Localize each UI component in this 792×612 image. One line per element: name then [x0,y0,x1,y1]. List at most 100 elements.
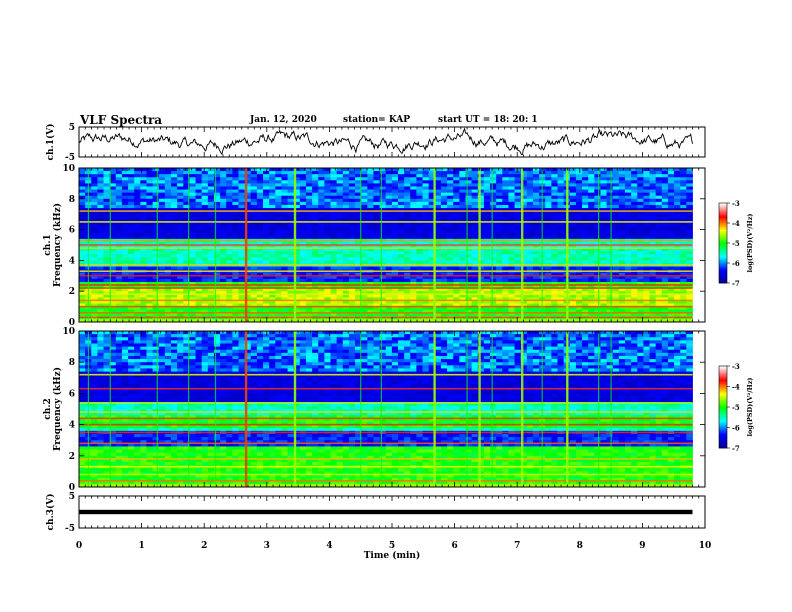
psd-cell [152,272,160,277]
psd-cell [643,195,650,200]
psd-cell [440,192,448,197]
psd-cell [97,180,104,184]
psd-cell [575,300,583,304]
psd-cell [134,245,141,249]
psd-cell [115,195,123,200]
psd-cell [600,229,607,234]
psd-cell [477,223,485,227]
psd-cell [434,260,442,264]
psd-cell [526,278,534,283]
psd-cell [312,171,319,175]
psd-cell [263,211,270,215]
psd-cell [330,186,338,190]
psd-cell [103,214,111,218]
psd-cell [342,174,350,178]
psd-cell [686,260,693,264]
psd-cell [171,204,178,209]
psd-cell [410,275,417,280]
psd-cell [631,281,638,286]
psd-cell [201,248,209,252]
psd-cell [385,235,393,240]
psd-cell [312,266,319,271]
psd-cell [103,192,111,197]
psd-cell [526,174,534,178]
psd-cell [404,232,411,237]
psd-cell [312,183,319,187]
psd-cell [250,204,258,209]
psd-cell [158,245,166,249]
psd-cell [121,285,129,289]
psd-cell [618,278,626,283]
psd-cell [434,177,442,181]
psd-cell [680,297,687,301]
psd-cell [447,232,454,237]
psd-cell [637,294,644,298]
psd-cell [367,211,374,215]
psd-cell [447,288,454,292]
psd-cell [674,257,681,261]
psd-cell [526,223,534,227]
psd-cell [674,294,681,298]
psd-cell [667,183,675,187]
psd-cell [453,312,460,317]
psd-cell [361,309,368,314]
psd-cell [361,174,368,178]
psd-cell [477,214,485,218]
psd-cell [398,192,405,197]
psd-cell [649,189,657,194]
psd-cell [459,278,466,283]
psd-cell [336,171,344,175]
psd-cell [342,189,350,194]
psd-cell [367,217,374,221]
psd-cell [680,281,687,286]
psd-cell [661,241,669,246]
psd-cell [618,245,626,249]
psd-cell [189,180,196,184]
psd-cell [134,285,141,289]
psd-cell [606,251,614,255]
psd-cell [416,204,423,209]
psd-cell [416,229,423,234]
psd-cell [355,226,362,230]
psd-cell [355,275,362,280]
psd-cell [526,201,534,206]
psd-cell [569,303,577,307]
psd-cell [569,168,577,172]
psd-cell [250,281,258,286]
psd-cell [471,266,479,271]
psd-cell [575,204,583,209]
psd-cell [373,229,380,234]
psd-cell [128,168,135,172]
psd-cell [220,278,227,283]
psd-cell [226,177,233,181]
psd-cell [551,278,558,283]
psd-cell [361,235,368,240]
psd-cell [674,251,681,255]
psd-cell [514,257,522,261]
psd-cell [140,291,147,295]
psd-cell [447,174,454,178]
psd-cell [674,266,681,271]
psd-cell [514,266,522,271]
psd-cell [177,291,184,295]
psd-cell [281,300,288,304]
psd-cell [281,306,288,311]
psd-cell [207,285,215,289]
psd-cell [97,272,104,277]
psd-cell [471,189,479,194]
psd-cell [661,195,669,200]
psd-cell [447,217,454,221]
psd-cell [606,211,614,215]
psd-cell [434,257,442,261]
psd-cell [477,254,485,258]
psd-cell [477,189,485,194]
psd-cell [318,248,325,252]
psd-cell [471,318,479,323]
psd-cell [557,278,565,283]
psd-cell [201,318,209,323]
psd-cell [342,318,350,323]
psd-cell [575,186,583,190]
psd-cell [557,171,565,175]
psd-cell [318,226,325,230]
psd-cell [324,291,331,295]
